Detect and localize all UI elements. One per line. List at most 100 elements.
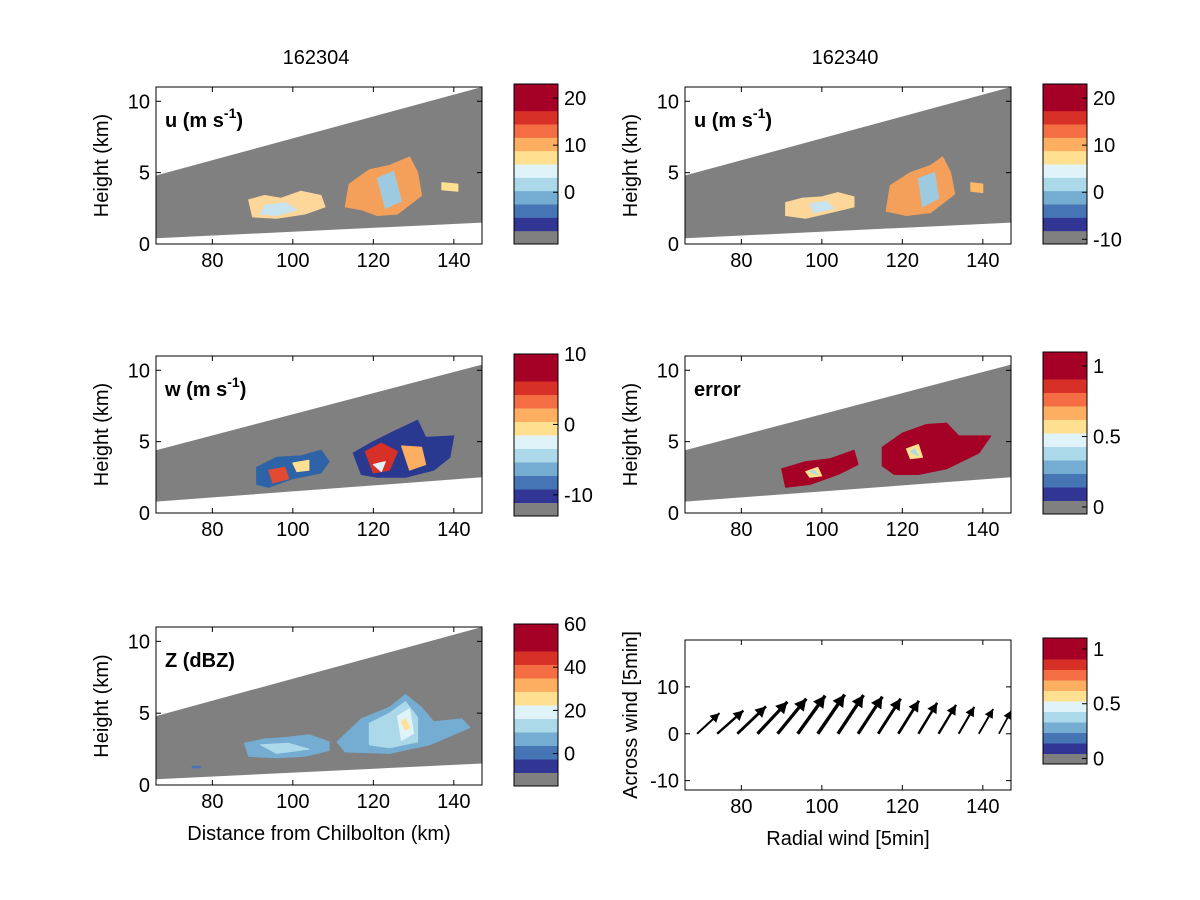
colorbar-swatch bbox=[1043, 419, 1087, 434]
wind-arrow-0 bbox=[696, 712, 721, 735]
colorbar-swatch bbox=[514, 489, 558, 503]
colorbar-swatch bbox=[1043, 732, 1087, 744]
echo-region-4 bbox=[364, 442, 398, 474]
colorbar-swatch bbox=[514, 367, 558, 382]
panel-label-text: w (m s bbox=[164, 379, 227, 401]
echo-region-1 bbox=[809, 200, 835, 214]
colorbar-swatch bbox=[514, 745, 558, 760]
colorbar-swatch bbox=[1043, 433, 1087, 447]
colorbar-swatch bbox=[1043, 711, 1087, 723]
x-tick-label: 100 bbox=[276, 250, 309, 272]
colorbar-tick-label: 10 bbox=[564, 135, 586, 157]
panel-label: error bbox=[694, 379, 741, 401]
colorbar: 60 40 20 0 bbox=[513, 614, 586, 787]
wind-arrow-7 bbox=[836, 694, 865, 735]
colorbar-swatch bbox=[514, 435, 558, 449]
colorbar-tick-label: 0 bbox=[1093, 182, 1104, 204]
x-tick-label: 100 bbox=[805, 796, 838, 818]
colorbar-tick-label: 10 bbox=[1093, 135, 1115, 157]
x-tick-label: 120 bbox=[357, 250, 390, 272]
colorbar-swatch bbox=[514, 651, 558, 665]
colorbar-swatch bbox=[1043, 701, 1087, 712]
wind-arrow-10 bbox=[897, 700, 921, 735]
colorbar-swatch bbox=[1043, 137, 1087, 152]
x-tick-label: 100 bbox=[805, 519, 838, 541]
panel-label-sup: -1 bbox=[753, 105, 766, 121]
colorbar-swatch bbox=[1043, 680, 1087, 691]
colorbar-swatch bbox=[514, 190, 558, 205]
colorbar-swatch bbox=[514, 475, 558, 490]
echo-region-2 bbox=[292, 459, 310, 473]
colorbar-tick-label: 0 bbox=[564, 182, 575, 204]
x-tick-label: 80 bbox=[730, 250, 752, 272]
wind-arrow-15 bbox=[998, 710, 1011, 735]
colorbar-swatch bbox=[1043, 230, 1087, 245]
echo-region-5 bbox=[909, 448, 919, 457]
colorbar-tick-label: -10 bbox=[564, 485, 593, 507]
colorbar-swatch bbox=[1043, 97, 1087, 112]
colorbar-swatch bbox=[514, 772, 558, 787]
colorbar-swatch bbox=[514, 217, 558, 232]
colorbar-swatch bbox=[1043, 473, 1087, 488]
colorbar-swatch bbox=[1043, 110, 1087, 125]
echo-region-1 bbox=[268, 466, 290, 484]
y-axis-label: Height (km) bbox=[91, 654, 113, 757]
echo-region-3 bbox=[917, 172, 940, 208]
x-tick-label: 100 bbox=[276, 519, 309, 541]
wind-arrow-14 bbox=[977, 708, 994, 735]
panel-label: Z (dBZ) bbox=[165, 650, 235, 672]
colorbar-tick-label: 10 bbox=[564, 344, 586, 366]
colorbar-swatch bbox=[1043, 753, 1087, 765]
y-axis-label: Height (km) bbox=[91, 114, 113, 217]
y-axis-label: Across wind [5min] bbox=[620, 631, 642, 799]
colorbar-swatch bbox=[1043, 659, 1087, 670]
colorbar-tick-label: -10 bbox=[1093, 229, 1122, 251]
axes-frame bbox=[684, 355, 1012, 514]
x-tick-label: 80 bbox=[730, 519, 752, 541]
colorbar-swatch bbox=[1043, 722, 1087, 733]
plot-content bbox=[685, 87, 1011, 239]
panel-label-text: u (m s bbox=[694, 110, 753, 132]
colorbar-swatch bbox=[1043, 204, 1087, 218]
colorbar-swatch bbox=[1043, 669, 1087, 681]
colorbar-swatch bbox=[514, 354, 558, 368]
wind-arrow-1 bbox=[716, 709, 745, 735]
y-tick-label: 0 bbox=[139, 234, 150, 256]
panel-p5: 80 100 120 140 0 5 10 Height (km) Distance from … bbox=[91, 614, 586, 845]
echo-region-3 bbox=[809, 469, 819, 475]
panel-label-sup: -1 bbox=[227, 374, 240, 390]
x-tick-label: 140 bbox=[437, 791, 470, 813]
colorbar-swatch bbox=[514, 448, 558, 463]
plot-content bbox=[696, 693, 1011, 735]
colorbar-tick-label: 0 bbox=[564, 744, 575, 766]
colorbar-frame bbox=[1042, 637, 1088, 765]
colorbar-swatch bbox=[1043, 190, 1087, 205]
colorbar-swatch bbox=[514, 759, 558, 773]
colorbar-swatch bbox=[1043, 379, 1087, 393]
wind-arrow-12 bbox=[937, 704, 958, 735]
wind-arrow-6 bbox=[816, 693, 847, 735]
colorbar-swatch bbox=[1043, 365, 1087, 380]
colorbar-swatch bbox=[514, 691, 558, 706]
wind-arrow-3 bbox=[756, 700, 789, 735]
panel-label: u (m s-1) bbox=[165, 105, 243, 132]
echo-region-5 bbox=[401, 718, 411, 731]
axes-frame bbox=[684, 86, 1012, 245]
colorbar-swatch bbox=[514, 732, 558, 746]
colorbar-swatch bbox=[1043, 487, 1087, 501]
colorbar-tick-label: 1 bbox=[1093, 356, 1104, 378]
panel-label-text: u (m s bbox=[165, 110, 224, 132]
x-tick-label: 80 bbox=[201, 791, 223, 813]
x-tick-label: 140 bbox=[966, 250, 999, 272]
colorbar-frame bbox=[1042, 83, 1088, 245]
plot-content bbox=[156, 627, 482, 780]
x-tick-label: 80 bbox=[201, 250, 223, 272]
colorbar-frame bbox=[513, 83, 559, 245]
title-right: 162340 bbox=[812, 47, 879, 69]
plot-content bbox=[685, 364, 1011, 502]
colorbar-swatch bbox=[514, 678, 558, 692]
y-tick-label: 0 bbox=[139, 775, 150, 797]
